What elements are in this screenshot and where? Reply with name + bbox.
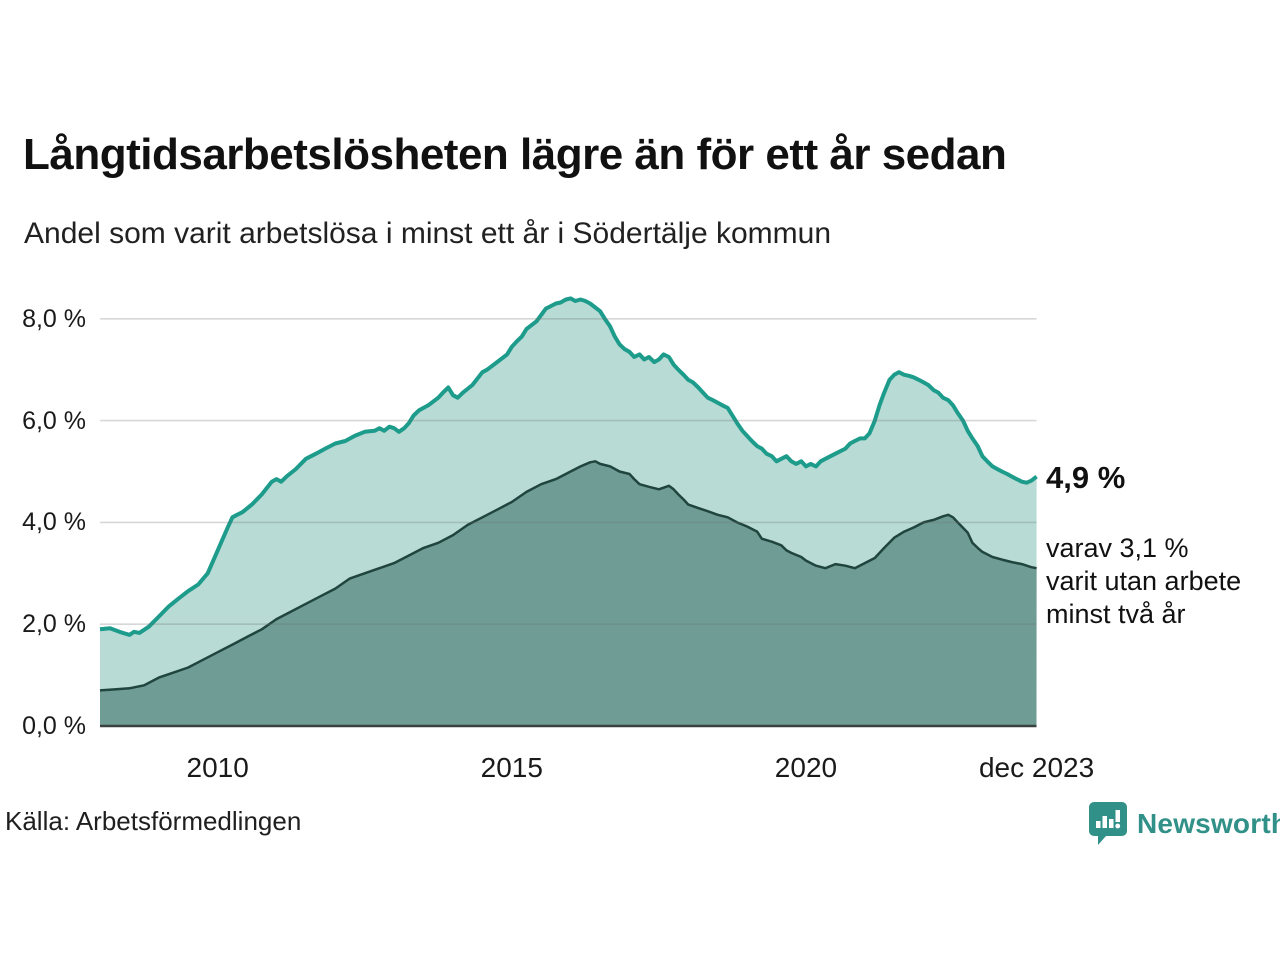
page-subtitle: Andel som varit arbetslösa i minst ett å… [24, 217, 831, 250]
end-detail-line: minst två år [1046, 598, 1186, 629]
end-detail-line: varav 3,1 % [1046, 533, 1189, 563]
y-tick-label: 0,0 % [22, 712, 86, 740]
line-series-1 [99, 296, 1038, 637]
brand-name: Newsworthy [1137, 808, 1280, 839]
x-tick-label: 2015 [480, 752, 543, 783]
y-tick-label: 4,0 % [22, 508, 86, 537]
end-detail-line: varit utan arbete [1046, 565, 1242, 596]
line-series-2 [99, 460, 1037, 692]
area-fill-series-2 [100, 461, 1037, 726]
page-title: Långtidsarbetslösheten lägre än för ett … [23, 130, 1007, 179]
end-detail-label: varav 3,1 % varit utan arbete minst två … [1046, 532, 1241, 631]
end-value-label: 4,9 % [1046, 460, 1126, 495]
y-tick-label: 8,0 % [22, 304, 86, 333]
y-tick-label: 6,0 % [22, 406, 86, 435]
y-tick-label: 2,0 % [22, 610, 86, 639]
x-tick-label: dec 2023 [978, 752, 1095, 783]
x-tick-label: 2010 [186, 752, 249, 783]
source-credit: Källa: Arbetsförmedlingen [5, 806, 302, 836]
newsworthy-icon [1089, 802, 1127, 845]
x-tick-label: 2020 [774, 752, 838, 783]
brand-logo: Newsworthy [1088, 801, 1280, 847]
